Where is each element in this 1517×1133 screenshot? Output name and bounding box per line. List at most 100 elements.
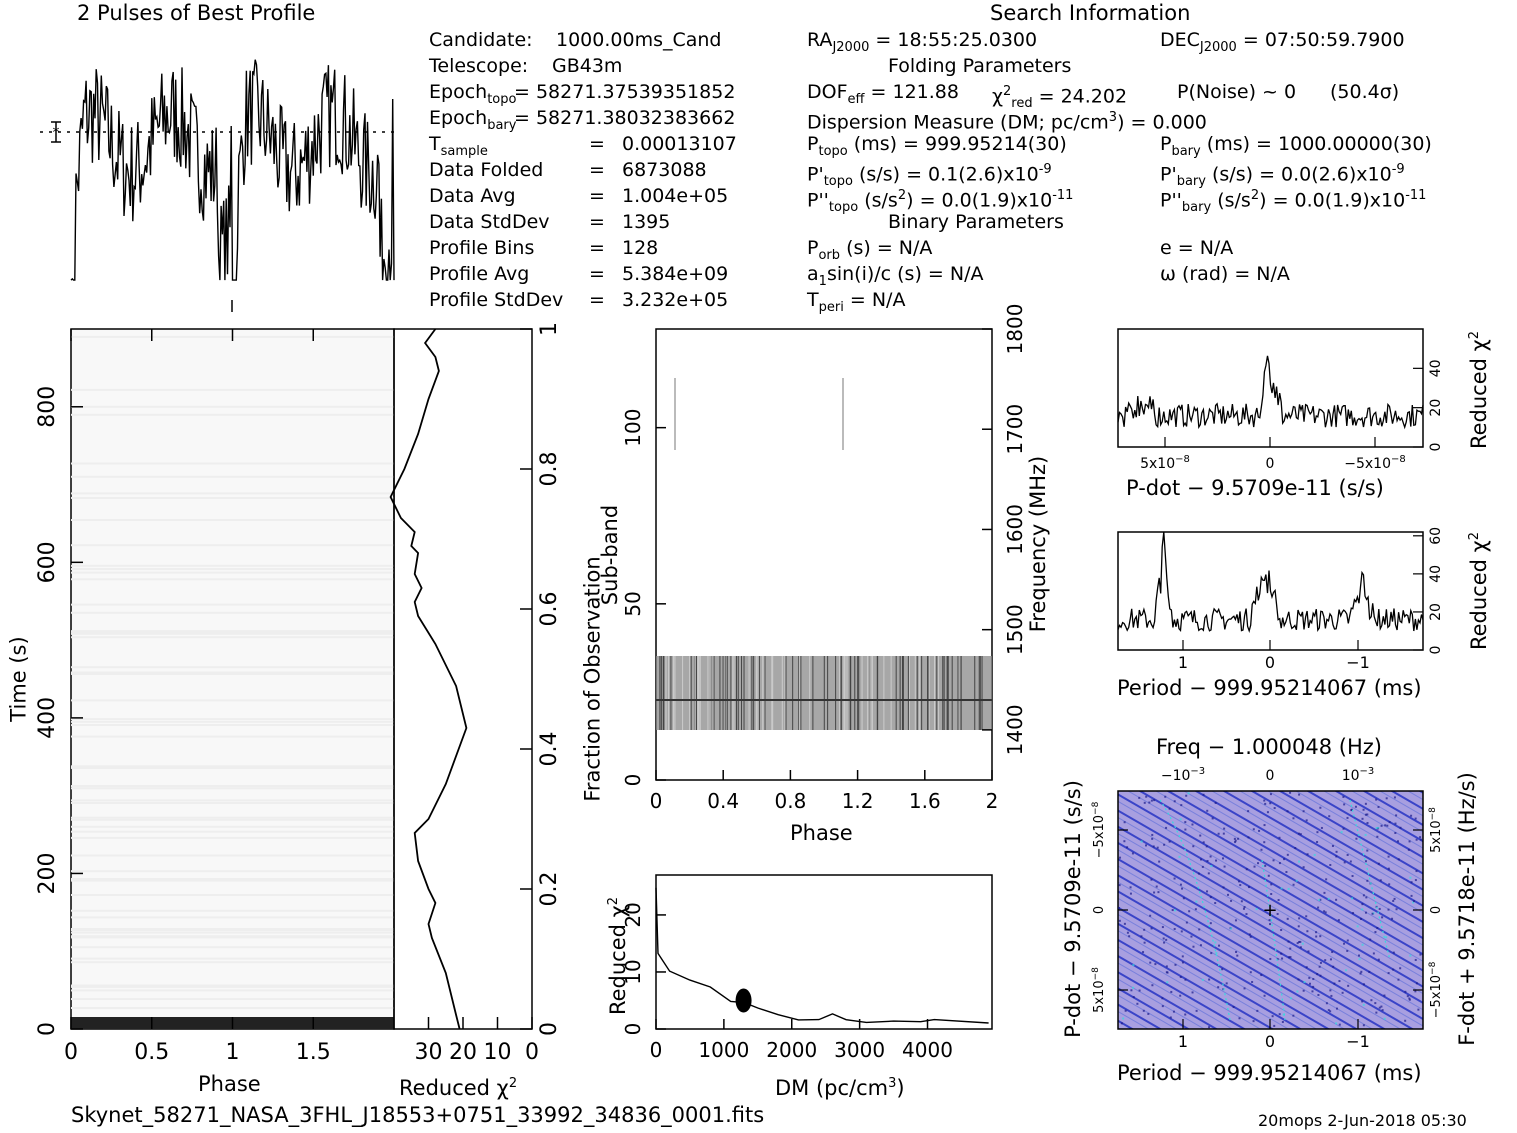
time-phase-row <box>71 496 394 499</box>
ppdot-pixel <box>1123 840 1126 843</box>
ppdot-pixel <box>1165 938 1168 941</box>
ppdot-pixel <box>1178 855 1181 858</box>
ppdot-pixel <box>1318 898 1321 901</box>
ppdot-pixel <box>1329 863 1332 866</box>
ppdot-pixel <box>1234 919 1237 922</box>
ppdot-pixel <box>1410 814 1413 817</box>
sb-y2tick-label: 1500 <box>1003 604 1027 655</box>
ppdot-pixel <box>1173 927 1176 930</box>
ppdot-pixel <box>1408 998 1411 1001</box>
time-phase-row <box>71 998 394 1001</box>
ppdot-pixel <box>1294 847 1297 850</box>
ppdot-pixel <box>1393 796 1396 799</box>
ppdot-pixel <box>1361 908 1364 911</box>
dm-ytick-label: 0 <box>621 1023 645 1036</box>
ppdot-pixel <box>1199 834 1202 837</box>
ppdot-pixel <box>1179 818 1182 821</box>
ppdot-pixel <box>1181 961 1184 964</box>
ppdot-pixel <box>1247 810 1250 813</box>
ppdot-pixel <box>1302 989 1305 992</box>
ppdot-pixel <box>1170 990 1173 993</box>
ppdot-pixel <box>1305 819 1308 822</box>
ppdot-pixel <box>1329 1010 1332 1013</box>
ppdot-pixel <box>1142 951 1145 954</box>
time-phase-row <box>71 571 394 574</box>
cf-ytick-label: 0.4 <box>537 732 562 767</box>
time-phase-row <box>71 388 394 391</box>
tp-xtick-label: 0 <box>64 1040 78 1065</box>
ppdot-pixel <box>1126 846 1129 849</box>
tp-xtick-label: 0.5 <box>134 1040 169 1065</box>
profile-title: 2 Pulses of Best Profile <box>77 1 316 25</box>
cf-xtick-label: 30 <box>415 1040 443 1065</box>
ppdot-pixel <box>1412 900 1415 903</box>
ppdot-y2label: F-dot + 9.5718e-11 (Hz/s) <box>1454 772 1479 1046</box>
ppdot-pixel <box>1388 821 1391 824</box>
chi-fraction-plot: 30 20 10 0 0 0.2 0.4 0.6 0.8 1 <box>389 322 562 1065</box>
ppdot-pixel <box>1198 928 1201 931</box>
ppdot-pixel <box>1283 858 1286 861</box>
ppdot-pixel <box>1184 1013 1187 1016</box>
dm-ytick-label: 10 <box>621 959 645 984</box>
ppdot-pixel <box>1273 807 1276 810</box>
candidate-value: 1000.00ms_Cand <box>556 29 722 51</box>
ppdot-pixel <box>1252 1020 1255 1023</box>
ppdot-x2tick-exp: −3 <box>1190 766 1205 777</box>
sb-ylabel: Sub-band <box>598 504 623 606</box>
ppdot-pixel <box>1161 997 1164 1000</box>
ppdot-pixel <box>1245 868 1248 871</box>
ppdot-pixel <box>1161 1005 1164 1008</box>
svg-text:*: * <box>53 125 60 141</box>
time-phase-row <box>71 893 394 896</box>
ppdot-pixel <box>1355 837 1358 840</box>
sb-y2tick-label: 1700 <box>1003 404 1027 455</box>
time-phase-row <box>71 957 394 960</box>
ppdot-pixel <box>1387 972 1390 975</box>
binary-title: Binary Parameters <box>888 211 1064 233</box>
ppdot-pixel <box>1404 990 1407 993</box>
porb-line: Porb (s) = N/A <box>807 237 933 263</box>
sb-xtick-label: 1.6 <box>909 789 941 813</box>
ppdot-pixel <box>1319 974 1322 977</box>
ppdot-pixel <box>1217 986 1220 989</box>
ppdot-pixel <box>1152 845 1155 848</box>
ppdot-pixel <box>1273 1024 1276 1027</box>
ppdot-pixel <box>1263 824 1266 827</box>
dm-peak-blob <box>735 988 752 1013</box>
ppdot-pixel <box>1287 887 1290 890</box>
ppdot-pixel <box>1369 938 1372 941</box>
ppdot-pixel <box>1297 832 1300 835</box>
ppdot-pixel <box>1223 827 1226 830</box>
ppdot-pixel <box>1222 886 1225 889</box>
ppdot-pixel <box>1409 954 1412 957</box>
cf-xtick-label: 20 <box>449 1040 477 1065</box>
ppdot-pixel <box>1248 886 1251 889</box>
ppdot-ytick-label: −5x10−8 <box>1091 801 1107 858</box>
ppdot-pixel <box>1327 897 1330 900</box>
ppdot-pixel <box>1362 894 1365 897</box>
time-phase-row <box>71 936 394 939</box>
time-phase-row <box>71 801 394 804</box>
time-phase-row <box>71 931 394 934</box>
ppdot-pixel <box>1319 935 1322 938</box>
time-phase-row <box>71 630 394 633</box>
ppdot-pixel <box>1358 954 1361 957</box>
chi-fraction-line <box>389 328 468 1030</box>
ppdot-pixel <box>1158 860 1161 863</box>
ppdot-pixel <box>1184 978 1187 981</box>
time-phase-row <box>71 568 394 571</box>
tsample-label: Tsample <box>429 133 488 159</box>
time-phase-row <box>71 984 394 987</box>
pdot-line <box>1117 355 1424 430</box>
ppdot-pixel <box>1184 828 1187 831</box>
ppdot-pixel <box>1148 801 1151 804</box>
ppdot-pixel <box>1399 967 1402 970</box>
ppdot-pixel <box>1240 900 1243 903</box>
ppdot-pixel <box>1222 832 1225 835</box>
ppdot-pixel <box>1174 909 1177 912</box>
ppdot-pixel <box>1192 945 1195 948</box>
ppdot-pixel <box>1307 950 1310 953</box>
time-phase-row <box>71 672 394 675</box>
ppdot-pixel <box>1206 890 1209 893</box>
time-phase-row <box>71 724 394 727</box>
